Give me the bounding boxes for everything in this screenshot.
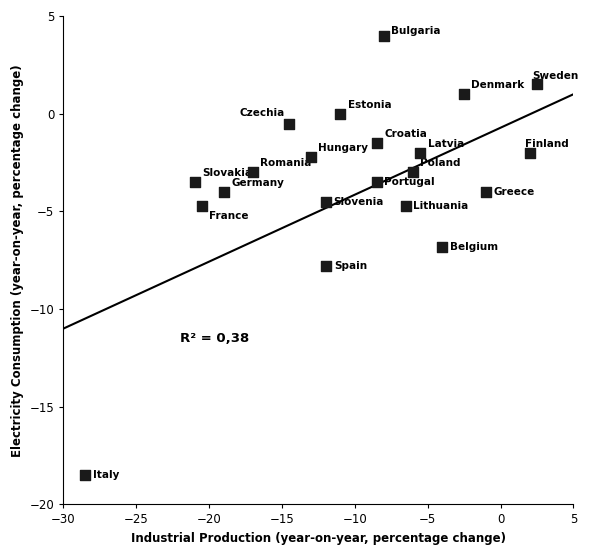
Text: R² = 0,38: R² = 0,38: [180, 332, 249, 345]
Text: Latvia: Latvia: [428, 139, 464, 149]
Point: [481, 187, 491, 196]
Point: [401, 201, 410, 210]
Point: [459, 90, 469, 98]
Point: [532, 80, 542, 89]
Text: Poland: Poland: [421, 158, 461, 168]
Text: Slovenia: Slovenia: [333, 197, 383, 207]
Point: [81, 470, 90, 479]
Point: [219, 187, 229, 196]
Text: Germany: Germany: [231, 178, 284, 188]
Text: Denmark: Denmark: [472, 80, 525, 90]
Text: Greece: Greece: [494, 187, 535, 197]
Text: Slovakia: Slovakia: [202, 168, 252, 178]
Y-axis label: Electricity Consumption (year-on-year, percentage change): Electricity Consumption (year-on-year, p…: [11, 64, 24, 456]
Point: [285, 119, 294, 128]
Text: Italy: Italy: [93, 470, 119, 480]
Point: [336, 110, 345, 118]
Text: Finland: Finland: [525, 139, 569, 149]
Point: [525, 148, 535, 157]
Text: Bulgaria: Bulgaria: [391, 26, 441, 36]
Point: [321, 262, 330, 271]
Point: [380, 31, 389, 40]
Point: [438, 242, 447, 251]
Text: Croatia: Croatia: [384, 129, 427, 139]
Point: [321, 197, 330, 206]
X-axis label: Industrial Production (year-on-year, percentage change): Industrial Production (year-on-year, per…: [131, 532, 506, 545]
Text: France: France: [209, 211, 249, 221]
Text: Belgium: Belgium: [450, 241, 498, 251]
Point: [416, 148, 425, 157]
Text: Czechia: Czechia: [240, 108, 285, 118]
Point: [409, 168, 418, 177]
Text: Lithuania: Lithuania: [413, 201, 469, 211]
Point: [372, 138, 381, 147]
Point: [372, 178, 381, 187]
Text: Romania: Romania: [260, 158, 311, 168]
Text: Spain: Spain: [334, 261, 368, 271]
Text: Portugal: Portugal: [384, 177, 435, 187]
Text: Estonia: Estonia: [347, 100, 391, 110]
Point: [197, 201, 207, 210]
Point: [307, 152, 316, 161]
Text: Sweden: Sweden: [533, 71, 579, 81]
Point: [190, 178, 200, 187]
Text: Hungary: Hungary: [318, 143, 368, 153]
Point: [248, 168, 258, 177]
